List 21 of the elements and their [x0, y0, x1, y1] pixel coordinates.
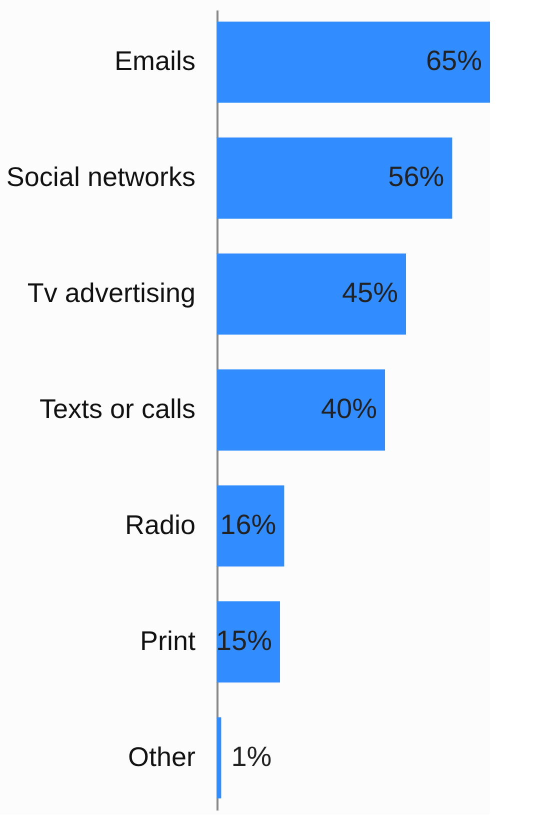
bar — [217, 369, 385, 451]
y-tick-label: Emails — [114, 46, 196, 76]
data-label: 1% — [231, 740, 272, 772]
bar — [217, 601, 280, 682]
data-label: 15% — [216, 624, 272, 656]
data-label: 45% — [342, 277, 398, 308]
y-tick-label: Print — [140, 626, 196, 656]
data-label: 16% — [220, 508, 276, 540]
data-label: 40% — [320, 393, 377, 424]
y-tick-label: Social networks — [6, 162, 196, 192]
bar — [217, 22, 490, 103]
bar — [217, 253, 406, 335]
bar — [217, 717, 222, 798]
data-label: 56% — [388, 161, 444, 192]
y-tick-label: Radio — [124, 510, 196, 540]
y-tick-label: Tv advertising — [27, 278, 196, 308]
bar — [217, 485, 284, 567]
y-tick-label: Other — [128, 742, 196, 772]
data-label: 65% — [426, 45, 482, 76]
y-tick-label: Texts or calls — [39, 394, 196, 424]
bar — [217, 138, 452, 219]
